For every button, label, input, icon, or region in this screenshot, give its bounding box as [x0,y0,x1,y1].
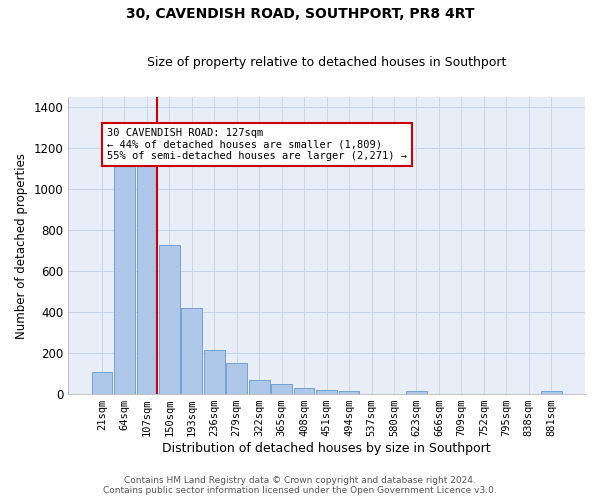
Bar [339,391,359,394]
X-axis label: Distribution of detached houses by size in Southport: Distribution of detached houses by size … [162,442,491,455]
Bar [249,380,269,394]
Bar [159,244,179,394]
Bar [204,350,224,394]
Bar [316,390,337,394]
Bar [92,372,112,394]
Title: Size of property relative to detached houses in Southport: Size of property relative to detached ho… [147,56,506,70]
Y-axis label: Number of detached properties: Number of detached properties [15,152,28,338]
Bar [181,308,202,394]
Text: 30, CAVENDISH ROAD, SOUTHPORT, PR8 4RT: 30, CAVENDISH ROAD, SOUTHPORT, PR8 4RT [126,8,474,22]
Bar [271,384,292,394]
Text: 30 CAVENDISH ROAD: 127sqm
← 44% of detached houses are smaller (1,809)
55% of se: 30 CAVENDISH ROAD: 127sqm ← 44% of detac… [107,128,407,161]
Text: Contains HM Land Registry data © Crown copyright and database right 2024.
Contai: Contains HM Land Registry data © Crown c… [103,476,497,495]
Bar [114,158,135,394]
Bar [226,364,247,394]
Bar [541,391,562,394]
Bar [137,158,157,394]
Bar [406,391,427,394]
Bar [294,388,314,394]
